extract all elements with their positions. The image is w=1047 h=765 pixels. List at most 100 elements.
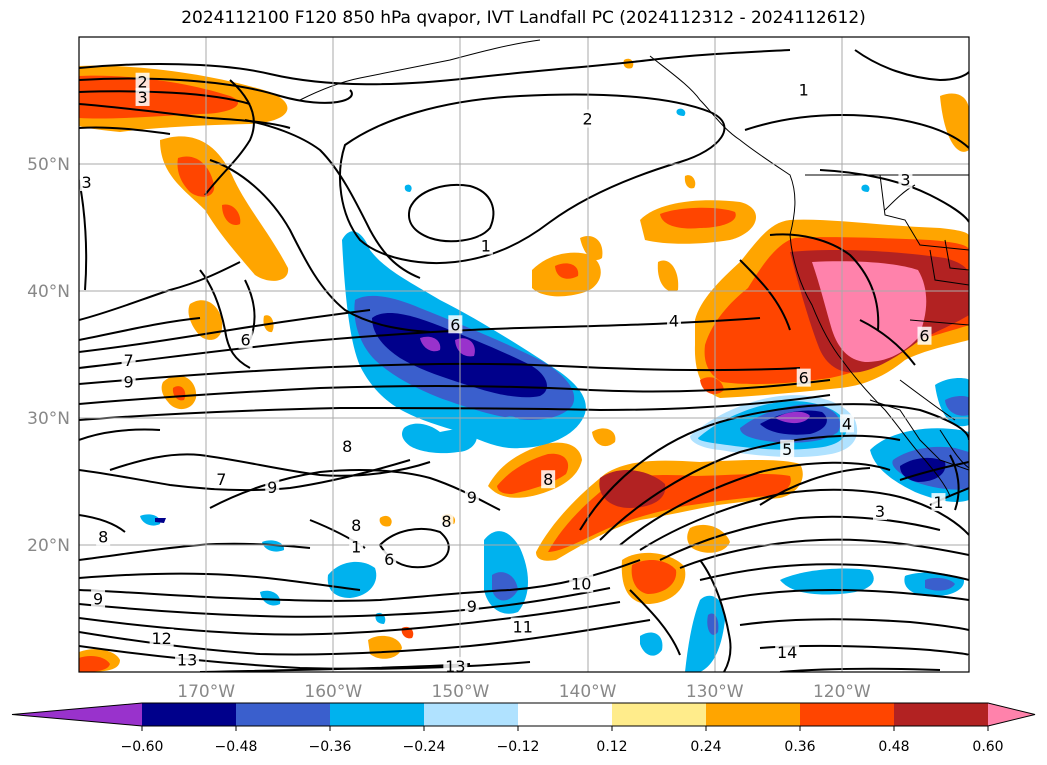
contour-label: 2 — [137, 73, 147, 92]
colorbar-tick-label: −0.24 — [403, 739, 446, 755]
contour-label-bg — [464, 488, 479, 507]
map-frame — [78, 36, 970, 673]
contour-label-bg — [796, 368, 811, 387]
contour-label-bg — [448, 315, 463, 334]
contour-label-bg — [349, 515, 364, 534]
contour-label-bg — [214, 470, 229, 489]
coastlines — [299, 39, 969, 497]
contour-label-bg — [443, 656, 468, 672]
contour-label-bg — [121, 350, 136, 369]
colorbar-tick-label: 0.24 — [690, 739, 721, 755]
lon-tick-label: 160°W — [304, 682, 362, 702]
contour-label: 3 — [875, 502, 885, 521]
contour-label: 3 — [82, 173, 92, 192]
contour-label-bg — [149, 628, 174, 647]
contour-label-bg — [175, 650, 200, 669]
contour-label-bg — [541, 470, 556, 489]
colorbar-tick-label: −0.36 — [309, 739, 352, 755]
contour-label-bg — [873, 501, 887, 520]
colorbar-segment — [518, 703, 613, 726]
contour-label-bg — [917, 326, 932, 345]
colorbar-segment — [706, 703, 801, 726]
contour-label-bg — [91, 589, 106, 608]
contour-label: 1 — [933, 493, 943, 512]
contour-label-bg — [79, 173, 94, 192]
contour-label-bg — [780, 439, 795, 458]
contour-label: 6 — [919, 327, 929, 346]
lat-tick-label: 30°N — [27, 409, 70, 429]
contour-label: 1 — [799, 80, 809, 99]
lon-tick-label: 170°W — [177, 682, 235, 702]
colorbar-tick-label: −0.60 — [121, 739, 164, 755]
colorbar-segment — [330, 703, 425, 726]
contour-label-bg — [265, 477, 280, 496]
lon-tick-label: 130°W — [686, 682, 744, 702]
contour-label: 11 — [513, 618, 533, 637]
contour-label: 13 — [177, 651, 197, 670]
contour-label-bg — [839, 414, 854, 433]
contour-label: 13 — [445, 657, 465, 676]
contour-label: 3 — [137, 88, 147, 107]
contour-label-bg — [382, 550, 397, 569]
contour-label-bg — [775, 642, 800, 661]
contour-label: 7 — [123, 351, 133, 370]
contour-label-bg — [796, 80, 811, 99]
contour-label: 8 — [351, 516, 361, 535]
contour-label: 8 — [98, 527, 108, 546]
contour-label: 9 — [93, 590, 103, 609]
colorbar-tick-label: −0.12 — [497, 739, 540, 755]
contour-label: 10 — [571, 574, 591, 593]
contour-label: 8 — [342, 437, 352, 456]
colorbar-tick-label: 0.12 — [596, 739, 627, 755]
contour-label-bg — [439, 512, 454, 531]
contour-label-bg — [931, 493, 946, 512]
lon-tick-label: 120°W — [813, 682, 871, 702]
colorbar-tick-label: 0.48 — [878, 739, 909, 755]
contour-label-bg — [121, 372, 136, 391]
page-title: 2024112100 F120 850 hPa qvapor, IVT Land… — [181, 8, 866, 28]
contour-label-bg — [349, 537, 364, 556]
qvapor-positive-anomalies — [79, 58, 969, 672]
contour-label: 9 — [467, 488, 477, 507]
colorbar-extend-max — [988, 703, 1035, 726]
colorbar: −0.60 −0.48 −0.36 −0.24 −0.12 0.12 0.24 0.36 0.4… — [11, 702, 1036, 755]
contour-label: 3 — [900, 171, 910, 190]
contour-label: 6 — [240, 331, 250, 350]
contour-label-bg — [569, 574, 594, 593]
contour-label-bg — [135, 72, 150, 91]
contour-label: 6 — [450, 315, 460, 334]
contour-label: 1 — [481, 237, 491, 256]
lat-tick-label: 20°N — [27, 536, 70, 556]
gridlines — [79, 37, 969, 672]
latitude-tick-labels: 20°N 30°N 40°N 50°N — [27, 155, 70, 556]
contour-label-bg — [340, 437, 355, 456]
colorbar-tick-label: −0.48 — [215, 739, 258, 755]
colorbar-tick-label: 0.36 — [784, 739, 815, 755]
contour-label: 6 — [799, 369, 809, 388]
lat-tick-label: 40°N — [27, 282, 70, 302]
contour-label: 12 — [151, 629, 171, 648]
lat-tick-label: 50°N — [27, 155, 70, 175]
contour-label: 4 — [842, 414, 852, 433]
contour-label: 6 — [384, 550, 394, 569]
contour-label: 4 — [669, 311, 679, 330]
colorbar-segment — [236, 703, 331, 726]
contour-label-bg — [478, 236, 493, 255]
contour-label-bg — [135, 87, 150, 106]
lon-tick-label: 140°W — [559, 682, 617, 702]
contour-label: 9 — [123, 372, 133, 391]
colorbar-extend-min — [12, 703, 142, 726]
contour-label: 8 — [441, 512, 451, 531]
longitude-tick-labels: 170°W 160°W 150°W 140°W 130°W 120°W — [177, 682, 871, 702]
contour-label: 9 — [267, 478, 277, 497]
contour-label-bg — [510, 617, 535, 636]
contour-label: 14 — [777, 643, 797, 662]
colorbar-tick-label: 0.60 — [972, 739, 1003, 755]
contour-label: 5 — [782, 440, 792, 459]
lon-tick-label: 150°W — [432, 682, 490, 702]
colorbar-segment — [612, 703, 707, 726]
colorbar-segment — [800, 703, 895, 726]
